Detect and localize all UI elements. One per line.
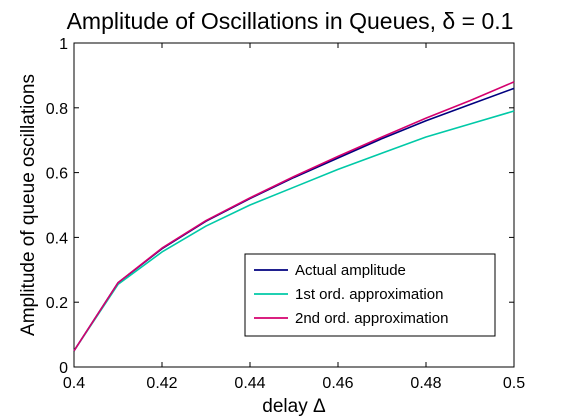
- series-lines: [73, 81, 515, 352]
- y-tick-label: 0.4: [46, 230, 68, 247]
- x-tick-label: 0.46: [322, 375, 353, 392]
- x-tick-label: 0.5: [503, 375, 525, 392]
- y-axis-ticks: 0 0.2 0.4 0.6 0.8 1: [46, 36, 514, 377]
- x-axis-label: delay Δ: [262, 396, 326, 417]
- series-line-2: [73, 110, 515, 352]
- y-tick-label: 1: [59, 36, 68, 53]
- x-tick-label: 0.48: [410, 375, 441, 392]
- x-tick-label: 0.4: [63, 375, 85, 392]
- x-tick-label: 0.44: [234, 375, 265, 392]
- legend-box: [244, 253, 496, 337]
- y-tick-label: 0.6: [46, 166, 68, 183]
- legend-label-3: 2nd ord. approximation: [295, 310, 448, 327]
- legend-label-1: Actual amplitude: [295, 262, 406, 279]
- y-tick-label: 0.8: [46, 101, 68, 118]
- y-tick-label: 0: [59, 360, 68, 377]
- x-tick-label: 0.42: [146, 375, 177, 392]
- y-tick-label: 0.2: [46, 295, 68, 312]
- legend-label-2: 1st ord. approximation: [295, 286, 443, 303]
- legend: Actual amplitude 1st ord. approximation 2n…: [244, 253, 496, 337]
- series-line-3: [73, 81, 515, 352]
- chart-title: Amplitude of Oscillations in Queues, δ =…: [67, 8, 514, 34]
- y-axis-label: Amplitude of queue oscillations: [18, 74, 39, 336]
- x-axis-ticks: 0.4 0.42 0.44 0.46 0.48 0.5: [63, 43, 525, 392]
